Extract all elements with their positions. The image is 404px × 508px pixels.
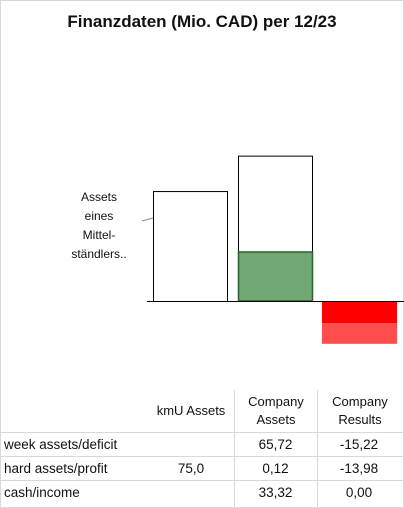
cell-value: 75,0 [177,461,205,476]
table-row: hard assets/profit 75,0 0,12 -13,98 [0,456,404,481]
bar-annotation: Assets eines Mittel- ständlers.. [56,188,142,264]
chart-title: Finanzdaten (Mio. CAD) per 12/23 [67,12,337,31]
annotation-leader-line [141,217,154,222]
column-divider [317,390,318,508]
cell-value: 33,32 [258,485,293,500]
chart-area [141,155,404,344]
cell-value: 0,00 [345,485,373,500]
table-row: cash/income 33,32 0,00 [0,480,404,505]
row-label: cash/income [4,485,80,500]
cell-value: -13,98 [339,461,379,476]
bar-company-week-assets [238,155,313,253]
cell-value: 0,12 [262,461,289,476]
cell-value [148,433,234,457]
annotation-line: eines [84,209,114,223]
table-row: week assets/deficit 65,72 -15,22 [0,432,404,457]
row-label: week assets/deficit [4,437,118,452]
column-header-company-results: Company Results [332,394,388,427]
bar-company-cash [237,251,314,302]
cell-value: 65,72 [258,437,293,452]
bar-results-deficit [322,301,397,324]
column-header-company-assets: Company Assets [248,394,304,427]
bar-results-profit [322,323,397,344]
column-header-kmu-assets: kmU Assets [156,403,226,418]
annotation-line: Assets [80,190,117,204]
cell-value [148,481,234,505]
bar-kmu-hard-assets [153,191,228,302]
row-label: hard assets/profit [4,461,108,476]
data-table: kmU Assets Company Assets Company Result… [0,390,404,508]
cell-value: -15,22 [339,437,379,452]
column-divider [234,390,235,508]
annotation-line: ständlers.. [71,247,127,261]
annotation-line: Mittel- [82,228,116,242]
